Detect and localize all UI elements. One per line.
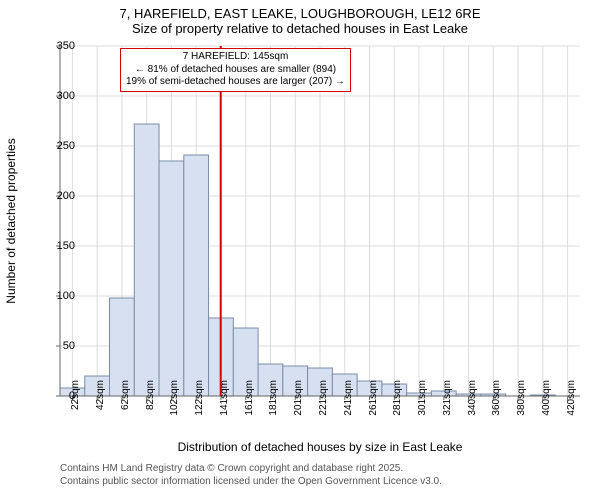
x-tick-label: 400sqm — [541, 380, 552, 420]
x-tick-label: 181sqm — [268, 380, 279, 420]
x-tick-label: 281sqm — [392, 380, 403, 420]
x-tick-label: 42sqm — [95, 380, 106, 420]
x-tick-label: 102sqm — [169, 380, 180, 420]
x-tick-label: 321sqm — [442, 380, 453, 420]
y-axis-label-wrap: Number of detached properties — [4, 0, 24, 46]
x-tick-label: 201sqm — [293, 380, 304, 420]
y-tick-label: 50 — [45, 340, 75, 352]
y-axis-label: Number of detached properties — [4, 46, 18, 396]
x-tick-label: 340sqm — [467, 380, 478, 420]
x-tick-label: 360sqm — [491, 380, 502, 420]
x-tick-label: 221sqm — [318, 380, 329, 420]
histogram-plot — [60, 46, 580, 396]
x-tick-label: 241sqm — [343, 380, 354, 420]
x-axis-label: Distribution of detached houses by size … — [60, 440, 580, 454]
y-tick-label: 300 — [45, 90, 75, 102]
x-tick-label: 261sqm — [368, 380, 379, 420]
footer-line-1: Contains HM Land Registry data © Crown c… — [60, 462, 442, 475]
title-address: 7, HAREFIELD, EAST LEAKE, LOUGHBOROUGH, … — [0, 6, 600, 21]
x-tick-label: 380sqm — [516, 380, 527, 420]
x-tick-label: 122sqm — [194, 380, 205, 420]
y-tick-label: 100 — [45, 290, 75, 302]
annotation-line-1: 7 HAREFIELD: 145sqm — [126, 51, 345, 64]
x-tick-label: 161sqm — [244, 380, 255, 420]
footer-line-2: Contains public sector information licen… — [60, 475, 442, 488]
y-tick-label: 200 — [45, 190, 75, 202]
y-tick-label: 150 — [45, 240, 75, 252]
x-tick-label: 420sqm — [566, 380, 577, 420]
reference-annotation: 7 HAREFIELD: 145sqm ← 81% of detached ho… — [120, 48, 351, 92]
x-tick-label: 82sqm — [145, 380, 156, 420]
chart-titles: 7, HAREFIELD, EAST LEAKE, LOUGHBOROUGH, … — [0, 0, 600, 36]
attribution-footer: Contains HM Land Registry data © Crown c… — [60, 462, 442, 488]
title-subtitle: Size of property relative to detached ho… — [0, 21, 600, 36]
x-tick-label: 141sqm — [219, 380, 230, 420]
y-tick-label: 250 — [45, 140, 75, 152]
x-tick-label: 301sqm — [417, 380, 428, 420]
y-tick-label: 350 — [45, 40, 75, 52]
x-tick-label: 22sqm — [70, 380, 81, 420]
x-tick-label: 62sqm — [120, 380, 131, 420]
annotation-line-2: ← 81% of detached houses are smaller (89… — [126, 64, 345, 77]
annotation-line-3: 19% of semi-detached houses are larger (… — [126, 76, 345, 89]
chart-area: 7 HAREFIELD: 145sqm ← 81% of detached ho… — [60, 46, 580, 396]
